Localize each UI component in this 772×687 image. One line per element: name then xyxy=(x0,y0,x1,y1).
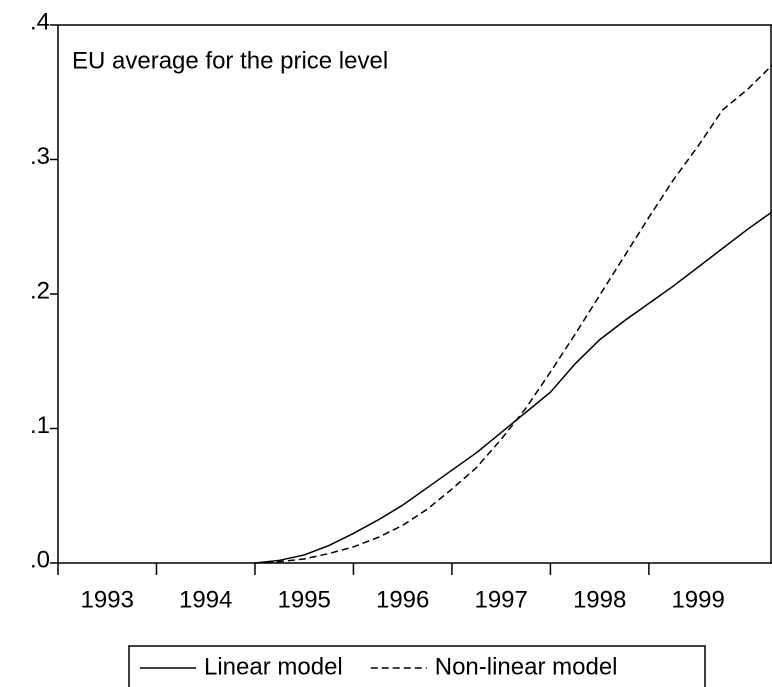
legend-label: Linear model xyxy=(204,653,343,680)
legend-label: Non-linear model xyxy=(435,653,618,680)
series-line xyxy=(254,211,772,564)
chart-title: EU average for the price level xyxy=(72,47,388,74)
y-tick-label: .2 xyxy=(30,277,50,304)
x-tick-label: 1999 xyxy=(671,586,724,613)
y-tick-label: .1 xyxy=(30,412,50,439)
y-tick-label: .0 xyxy=(30,546,50,573)
x-tick-label: 1996 xyxy=(376,586,429,613)
y-tick-label: .4 xyxy=(30,8,50,35)
x-tick-label: 1998 xyxy=(573,586,626,613)
series-line xyxy=(254,64,772,564)
x-tick-label: 1993 xyxy=(81,586,134,613)
x-tick-label: 1997 xyxy=(474,586,527,613)
x-tick-label: 1994 xyxy=(179,586,232,613)
legend-box xyxy=(128,645,706,687)
y-tick-label: .3 xyxy=(30,143,50,170)
x-tick-label: 1995 xyxy=(278,586,331,613)
